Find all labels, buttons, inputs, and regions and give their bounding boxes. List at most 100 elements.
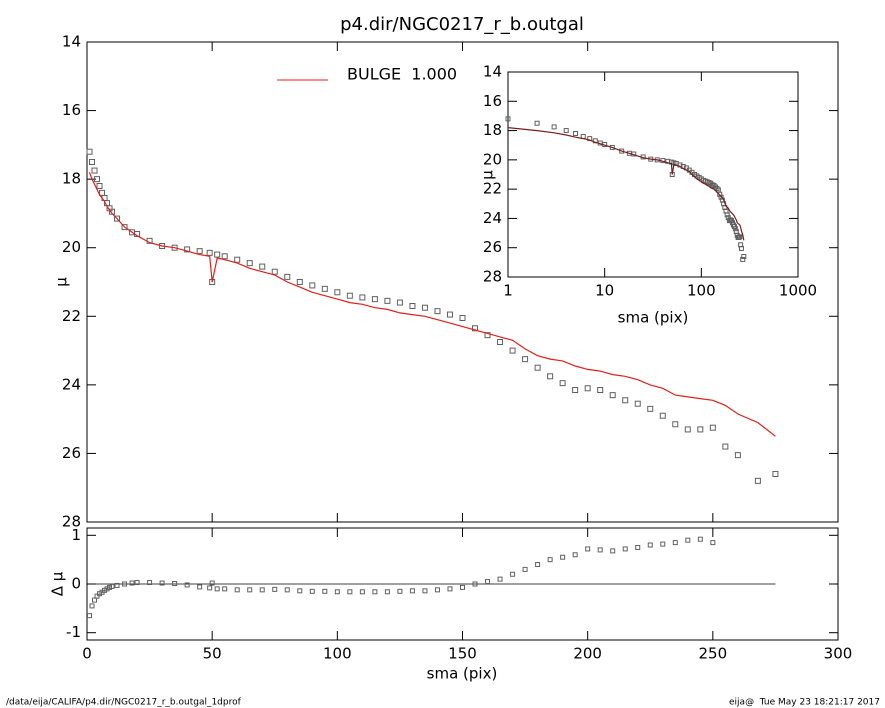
y-axis-label: Δ μ	[49, 571, 67, 596]
data-point	[609, 392, 616, 399]
data-point	[422, 588, 428, 594]
data-point	[622, 546, 628, 552]
plot-frame	[507, 71, 799, 278]
y-tick-label: 14	[483, 63, 502, 81]
x-tick-label: 50	[203, 645, 222, 663]
data-point	[505, 116, 511, 122]
data-point	[234, 256, 241, 263]
data-point	[271, 268, 278, 275]
data-point	[221, 253, 228, 260]
y-axis-label: μ	[479, 170, 497, 180]
x-axis-label: sma (pix)	[618, 309, 689, 327]
data-point	[714, 185, 720, 191]
data-point	[712, 184, 718, 190]
model-line	[88, 172, 776, 437]
data-point	[547, 557, 553, 563]
data-point	[107, 584, 113, 590]
y-tick-label: 20	[483, 150, 502, 168]
data-point	[660, 541, 666, 547]
data-point	[572, 387, 579, 393]
data-point	[472, 325, 479, 332]
data-point	[259, 587, 265, 593]
data-point	[772, 471, 779, 477]
data-point	[709, 424, 716, 431]
y-tick-label: 18	[483, 121, 502, 139]
x-tick-label: 300	[824, 645, 853, 663]
data-point	[209, 580, 215, 586]
data-point	[754, 477, 761, 484]
data-point	[372, 589, 378, 595]
data-point	[634, 400, 641, 407]
data-point	[102, 587, 108, 593]
data-point	[447, 586, 453, 592]
y-tick-label: 22	[483, 180, 502, 198]
data-point	[122, 581, 128, 587]
y-tick-label: 22	[62, 307, 81, 325]
x-tick-label: 100	[687, 282, 716, 300]
y-tick-label: 0	[71, 575, 81, 593]
x-tick-label: 100	[323, 645, 352, 663]
data-point	[121, 224, 128, 231]
data-point	[247, 587, 253, 593]
data-point	[522, 566, 528, 572]
data-point	[321, 285, 328, 292]
data-point	[584, 385, 591, 392]
data-point	[573, 131, 579, 136]
data-point	[334, 589, 340, 595]
data-point	[91, 167, 98, 174]
data-point	[672, 421, 679, 428]
y-tick-label: -1	[66, 623, 81, 641]
data-point	[734, 452, 741, 459]
data-point	[92, 597, 98, 603]
data-point	[472, 581, 478, 587]
y-tick-label: 24	[62, 375, 81, 393]
data-point	[296, 279, 303, 285]
data-point	[659, 412, 666, 419]
data-point	[214, 251, 221, 258]
data-point	[129, 580, 135, 586]
data-point	[284, 273, 291, 280]
data-point	[535, 562, 541, 568]
data-point	[371, 296, 378, 303]
data-point	[559, 380, 566, 387]
data-point	[196, 248, 203, 255]
data-point	[184, 582, 190, 588]
data-point	[572, 552, 578, 558]
y-tick-label: 16	[483, 92, 502, 110]
data-point	[732, 226, 738, 232]
data-point	[585, 546, 591, 552]
data-point	[597, 387, 604, 393]
data-point	[114, 582, 120, 588]
data-point	[434, 587, 440, 593]
data-point	[610, 548, 616, 554]
footer-right: eija@ Tue May 23 18:21:17 2017	[729, 698, 880, 708]
x-tick-label: 200	[573, 645, 602, 663]
data-point	[309, 588, 315, 594]
data-point	[104, 586, 110, 592]
data-point	[740, 256, 746, 262]
x-tick-label: 0	[82, 645, 92, 663]
y-tick-label: 16	[62, 101, 81, 119]
data-point	[421, 304, 428, 311]
data-point	[685, 537, 691, 543]
data-point	[159, 580, 165, 586]
data-point	[485, 579, 491, 585]
data-point	[534, 120, 540, 126]
y-tick-label: 24	[483, 209, 502, 227]
x-tick-label: 1000	[779, 282, 817, 300]
data-point	[184, 246, 191, 253]
data-point	[684, 426, 691, 433]
data-point	[724, 212, 730, 218]
data-point	[397, 588, 403, 594]
data-point	[134, 580, 140, 586]
data-point	[409, 303, 416, 309]
model-line	[507, 127, 745, 241]
x-tick-label: 10	[595, 282, 614, 300]
data-point	[635, 544, 641, 550]
data-point	[384, 297, 391, 304]
data-point	[207, 585, 213, 591]
y-tick-label: 26	[62, 444, 81, 462]
data-point	[347, 589, 353, 595]
x-tick-label: 1	[503, 282, 513, 300]
